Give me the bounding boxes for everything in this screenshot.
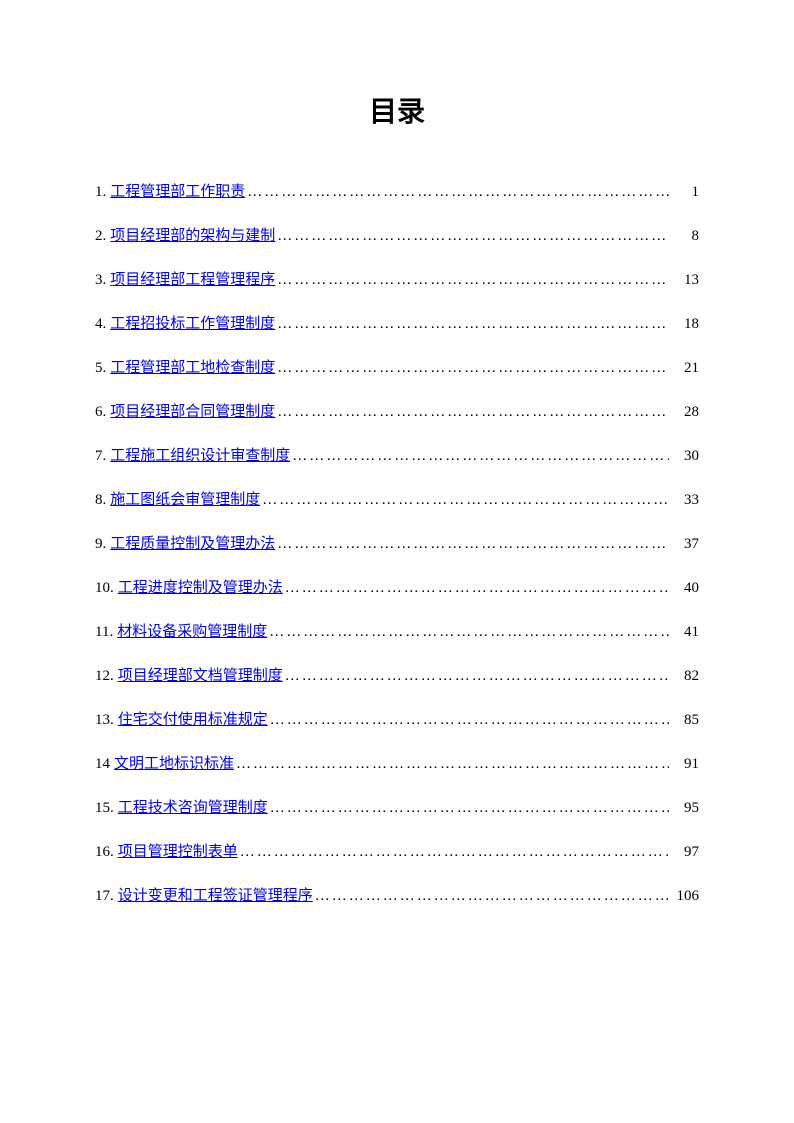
toc-item: 9. 工程质量控制及管理办法……………………………………………………………………… [95, 532, 699, 556]
toc-leader-dots: ………………………………………………………………………………………………………… [270, 796, 669, 820]
toc-number: 3. [95, 268, 106, 292]
toc-item: 14 文明工地标识标准……………………………………………………………………………… [95, 752, 699, 776]
toc-link[interactable]: 项目经理部文档管理制度 [118, 664, 283, 688]
toc-page-number: 91 [671, 752, 699, 776]
toc-page-number: 28 [671, 400, 699, 424]
toc-link[interactable]: 工程管理部工作职责 [110, 180, 245, 204]
toc-item: 4. 工程招投标工作管理制度……………………………………………………………………… [95, 312, 699, 336]
toc-item: 3. 项目经理部工程管理程序……………………………………………………………………… [95, 268, 699, 292]
toc-number: 1. [95, 180, 106, 204]
toc-page-number: 1 [671, 180, 699, 204]
toc-leader-dots: ………………………………………………………………………………………………………… [277, 268, 669, 292]
toc-link[interactable]: 工程进度控制及管理办法 [118, 576, 283, 600]
toc-page-number: 18 [671, 312, 699, 336]
toc-link[interactable]: 工程技术咨询管理制度 [118, 796, 268, 820]
toc-number: 13. [95, 708, 114, 732]
toc-page-number: 85 [671, 708, 699, 732]
toc-link[interactable]: 工程管理部工地检查制度 [110, 356, 275, 380]
toc-page-number: 82 [671, 664, 699, 688]
toc-leader-dots: ………………………………………………………………………………………………………… [236, 752, 669, 776]
toc-leader-dots: ………………………………………………………………………………………………………… [285, 664, 669, 688]
toc-leader-dots: ………………………………………………………………………………………………………… [247, 180, 669, 204]
toc-link[interactable]: 住宅交付使用标准规定 [118, 708, 268, 732]
toc-item: 5. 工程管理部工地检查制度……………………………………………………………………… [95, 356, 699, 380]
toc-link[interactable]: 项目经理部合同管理制度 [110, 400, 275, 424]
toc-page-number: 106 [671, 884, 699, 908]
toc-page-number: 40 [671, 576, 699, 600]
toc-leader-dots: ………………………………………………………………………………………………………… [262, 488, 669, 512]
toc-number: 11. [95, 620, 113, 644]
toc-page-number: 41 [671, 620, 699, 644]
toc-number: 5. [95, 356, 106, 380]
toc-page-number: 97 [671, 840, 699, 864]
toc-leader-dots: ………………………………………………………………………………………………………… [269, 620, 669, 644]
toc-number: 6. [95, 400, 106, 424]
toc-number: 10. [95, 576, 114, 600]
toc-list: 1. 工程管理部工作职责…………………………………………………………………………… [95, 180, 699, 908]
toc-link[interactable]: 项目经理部工程管理程序 [110, 268, 275, 292]
toc-link[interactable]: 施工图纸会审管理制度 [110, 488, 260, 512]
toc-number: 16. [95, 840, 114, 864]
toc-item: 16. 项目管理控制表单…………………………………………………………………………… [95, 840, 699, 864]
toc-link[interactable]: 工程施工组织设计审查制度 [110, 444, 290, 468]
toc-leader-dots: ………………………………………………………………………………………………………… [270, 708, 669, 732]
toc-page-number: 8 [671, 224, 699, 248]
toc-item: 1. 工程管理部工作职责…………………………………………………………………………… [95, 180, 699, 204]
toc-leader-dots: ………………………………………………………………………………………………………… [277, 224, 669, 248]
toc-link[interactable]: 材料设备采购管理制度 [117, 620, 267, 644]
toc-link[interactable]: 项目管理控制表单 [118, 840, 238, 864]
toc-link[interactable]: 文明工地标识标准 [114, 752, 234, 776]
toc-number: 4. [95, 312, 106, 336]
toc-item: 6. 项目经理部合同管理制度……………………………………………………………………… [95, 400, 699, 424]
toc-leader-dots: ………………………………………………………………………………………………………… [285, 576, 669, 600]
toc-page-number: 95 [671, 796, 699, 820]
toc-number: 8. [95, 488, 106, 512]
toc-link[interactable]: 工程招投标工作管理制度 [110, 312, 275, 336]
page-title: 目录 [95, 90, 699, 130]
toc-number: 17. [95, 884, 114, 908]
toc-leader-dots: ………………………………………………………………………………………………………… [240, 840, 669, 864]
toc-page-number: 37 [671, 532, 699, 556]
toc-leader-dots: ………………………………………………………………………………………………………… [277, 532, 669, 556]
toc-leader-dots: ………………………………………………………………………………………………………… [315, 884, 669, 908]
toc-item: 8. 施工图纸会审管理制度………………………………………………………………………… [95, 488, 699, 512]
toc-number: 15. [95, 796, 114, 820]
toc-page-number: 13 [671, 268, 699, 292]
toc-link[interactable]: 工程质量控制及管理办法 [110, 532, 275, 556]
toc-item: 11. 材料设备采购管理制度……………………………………………………………………… [95, 620, 699, 644]
toc-item: 12. 项目经理部文档管理制度…………………………………………………………………… [95, 664, 699, 688]
toc-item: 15. 工程技术咨询管理制度……………………………………………………………………… [95, 796, 699, 820]
toc-page-number: 33 [671, 488, 699, 512]
toc-number: 2. [95, 224, 106, 248]
toc-link[interactable]: 设计变更和工程签证管理程序 [118, 884, 313, 908]
toc-number: 7. [95, 444, 106, 468]
toc-item: 2. 项目经理部的架构与建制……………………………………………………………………… [95, 224, 699, 248]
toc-page-number: 21 [671, 356, 699, 380]
toc-item: 7. 工程施工组织设计审查制度…………………………………………………………………… [95, 444, 699, 468]
toc-leader-dots: ………………………………………………………………………………………………………… [292, 444, 669, 468]
toc-leader-dots: ………………………………………………………………………………………………………… [277, 356, 669, 380]
toc-number: 14 [95, 752, 110, 776]
toc-number: 9. [95, 532, 106, 556]
toc-page-number: 30 [671, 444, 699, 468]
toc-item: 13. 住宅交付使用标准规定……………………………………………………………………… [95, 708, 699, 732]
toc-number: 12. [95, 664, 114, 688]
toc-item: 10. 工程进度控制及管理办法…………………………………………………………………… [95, 576, 699, 600]
toc-link[interactable]: 项目经理部的架构与建制 [110, 224, 275, 248]
toc-item: 17. 设计变更和工程签证管理程序……………………………………………………………… [95, 884, 699, 908]
toc-leader-dots: ………………………………………………………………………………………………………… [277, 400, 669, 424]
toc-leader-dots: ………………………………………………………………………………………………………… [277, 312, 669, 336]
